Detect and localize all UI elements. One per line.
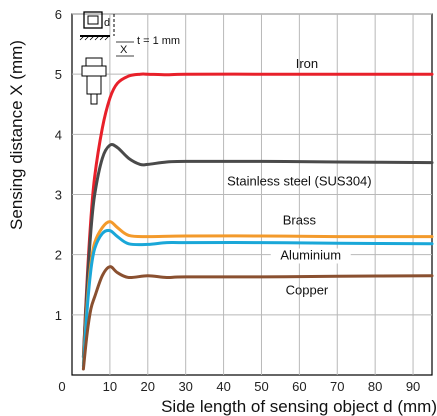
sensing-object-icon — [83, 11, 103, 29]
series-group — [81, 72, 434, 371]
series-label-3: Aluminium — [280, 247, 341, 262]
series-line-3 — [81, 228, 434, 368]
x-tick-label: 80 — [368, 379, 382, 394]
proximity-sensor-icon — [81, 57, 107, 105]
inset-x-label: X — [120, 44, 128, 56]
x-tick-label: 70 — [330, 379, 344, 394]
series-labels: Iron Stainless steel (SUS304) Brass Alumini… — [227, 56, 372, 297]
series-label-0: Iron — [296, 56, 318, 71]
x-tick-label: 90 — [406, 379, 420, 394]
x-tick-label: 30 — [178, 379, 192, 394]
y-tick-label: 5 — [55, 67, 62, 82]
y-tick-label: 4 — [55, 127, 62, 142]
y-tick-label: 3 — [55, 188, 62, 203]
series-line-4 — [81, 265, 434, 371]
inset-d-label: d — [104, 17, 110, 29]
label-background — [270, 248, 351, 264]
tick-labels: 0 10 20 30 40 50 60 70 80 90 1 2 3 4 5 6 — [55, 7, 421, 394]
y-tick-label: 6 — [55, 7, 62, 22]
hatch-pattern — [79, 35, 110, 41]
x-tick-label: 20 — [141, 379, 155, 394]
x-tick-label: 10 — [103, 379, 117, 394]
y-axis-title: Sensing distance X (mm) — [7, 40, 26, 230]
x-tick-label: 0 — [58, 379, 65, 394]
series-label-4: Copper — [286, 282, 329, 297]
y-tick-label: 2 — [55, 248, 62, 263]
y-tick-label: 1 — [55, 308, 62, 323]
x-tick-label: 60 — [292, 379, 306, 394]
x-tick-label: 40 — [216, 379, 230, 394]
sensor-diagram-inset: d t = 1 mm X — [79, 11, 180, 105]
x-axis-title: Side length of sensing object d (mm) — [161, 397, 437, 416]
x-tick-label: 50 — [254, 379, 268, 394]
inset-t-label: t = 1 mm — [137, 35, 180, 47]
series-label-2: Brass — [283, 213, 317, 228]
series-line-1 — [81, 143, 434, 359]
series-label-1: Stainless steel (SUS304) — [227, 173, 372, 188]
